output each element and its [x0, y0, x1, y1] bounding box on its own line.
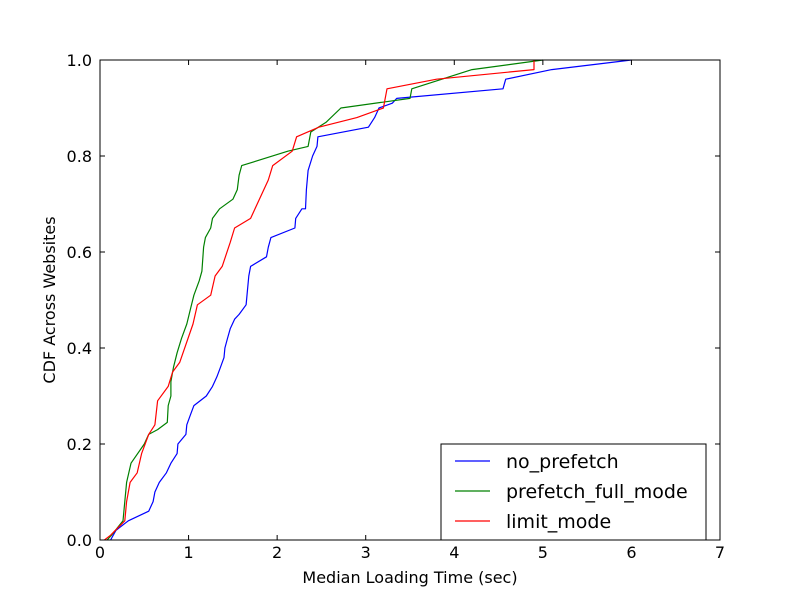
y-tick-label: 1.0	[67, 51, 92, 70]
x-tick-label: 4	[449, 543, 459, 562]
legend-label-prefetch-full-mode: prefetch_full_mode	[506, 481, 688, 503]
legend-label-no-prefetch: no_prefetch	[506, 451, 619, 473]
x-tick-label: 0	[95, 543, 105, 562]
series-layer	[104, 59, 632, 541]
tick-layer: 0 1 2 3 4 5 6 7 0.0 0.2 0.4 0.6 0.8 1.0	[67, 51, 726, 562]
legend: no_prefetch prefetch_full_mode limit_mode	[440, 443, 707, 541]
legend-items: no_prefetch prefetch_full_mode limit_mode	[455, 451, 688, 533]
x-axis-title: Median Loading Time (sec)	[302, 568, 517, 587]
y-tick-label: 0.0	[67, 531, 92, 550]
legend-label-limit-mode: limit_mode	[506, 511, 611, 533]
y-tick-label: 0.4	[67, 339, 92, 358]
x-tick-label: 6	[626, 543, 636, 562]
series-line-limit-mode	[104, 60, 535, 541]
y-tick-label: 0.2	[67, 435, 92, 454]
y-tick-label: 0.8	[67, 147, 92, 166]
x-tick-label: 7	[715, 543, 725, 562]
x-tick-label: 3	[361, 543, 371, 562]
plot-frame	[99, 59, 721, 541]
x-tick-label: 5	[538, 543, 548, 562]
x-tick-label: 2	[272, 543, 282, 562]
y-axis-title: CDF Across Websites	[40, 216, 59, 383]
y-tick-label: 0.6	[67, 243, 92, 262]
legend-box	[440, 443, 707, 541]
x-tick-label: 1	[183, 543, 193, 562]
series-line-no-prefetch	[110, 59, 632, 541]
